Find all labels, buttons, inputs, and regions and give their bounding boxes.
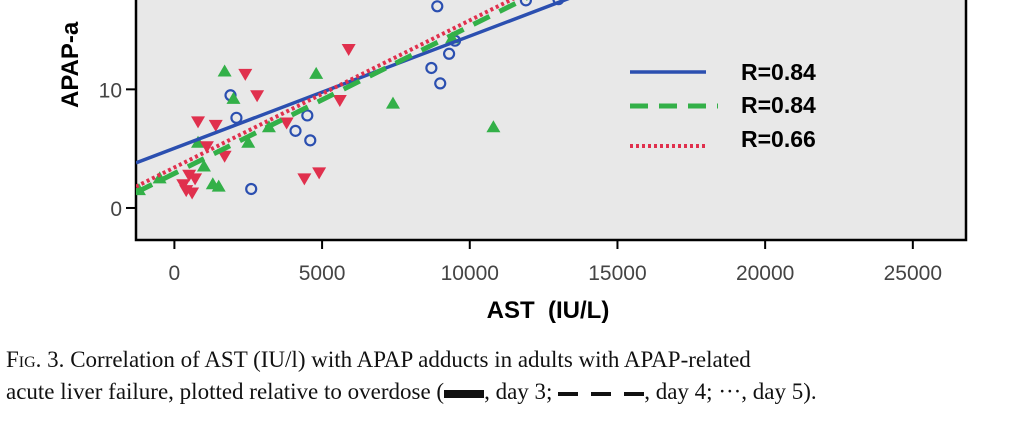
data-point-triangle-down xyxy=(312,167,327,180)
data-point-circle xyxy=(301,109,314,122)
data-point-triangle-down xyxy=(182,169,197,182)
data-point-triangle-down xyxy=(332,95,347,108)
data-point-circle xyxy=(230,111,243,124)
data-point-triangle xyxy=(309,66,324,79)
caption-line-1: Fig. 3. Correlation of AST (IU/l) with A… xyxy=(6,344,1022,376)
data-point-circle xyxy=(304,134,317,147)
data-point-circle xyxy=(442,47,456,60)
caption-day4: , day 4; xyxy=(644,379,713,404)
data-point-triangle-down xyxy=(199,141,214,154)
data-point-triangle xyxy=(196,159,211,172)
x-tick-label: 15000 xyxy=(588,262,646,285)
y-axis-title: APAP-a xyxy=(57,21,84,108)
x-tick-label: 25000 xyxy=(884,262,942,285)
data-point-triangle xyxy=(486,120,501,133)
fit-line-dashed xyxy=(136,0,529,195)
x-tick-label: 10000 xyxy=(441,262,499,285)
data-point-triangle xyxy=(385,96,400,109)
data-point-circle xyxy=(519,0,532,7)
legend: R=0.84 R=0.84 R=0.66 xyxy=(630,59,816,152)
plot-layer xyxy=(136,0,570,200)
data-point-triangle-down xyxy=(250,90,265,103)
legend-label-1: R=0.84 xyxy=(741,59,816,85)
y-tick-label: 10 xyxy=(99,79,122,102)
data-point-triangle-down xyxy=(217,150,232,163)
data-point-triangle-down xyxy=(185,187,200,200)
data-point-triangle-down xyxy=(208,119,223,132)
day5-dotted-line-symbol: ··· xyxy=(718,379,742,404)
fit-line-solid xyxy=(136,0,570,165)
caption-day5: , day 5). xyxy=(741,379,817,404)
figure-label: Fig. 3. xyxy=(6,347,65,372)
data-point-triangle-down xyxy=(341,44,356,57)
day4-dashed-line-symbol xyxy=(558,391,645,396)
data-point-circle xyxy=(431,0,444,13)
caption-day3: , day 3; xyxy=(484,379,553,404)
figure-caption: Fig. 3. Correlation of AST (IU/l) with A… xyxy=(6,344,1022,408)
plot-area xyxy=(134,0,968,242)
caption-line-2: acute liver failure, plotted relative to… xyxy=(6,376,1022,408)
legend-label-2: R=0.84 xyxy=(741,92,816,118)
day3-solid-line-symbol xyxy=(444,389,485,398)
fit-line-dotted xyxy=(136,0,516,189)
data-point-triangle-down xyxy=(279,117,294,130)
x-tick-label: 20000 xyxy=(736,262,794,285)
data-point-circle xyxy=(245,182,258,196)
data-point-circle xyxy=(425,61,438,75)
y-tick-label: 0 xyxy=(110,198,122,221)
data-point-circle xyxy=(289,124,302,137)
data-point-triangle xyxy=(217,64,232,77)
x-axis-title: AST (IU/L) xyxy=(487,297,610,324)
data-point-triangle xyxy=(226,91,241,104)
data-point-triangle xyxy=(241,135,256,148)
legend-label-3: R=0.66 xyxy=(741,126,816,152)
data-point-triangle-down xyxy=(188,173,203,186)
data-point-triangle xyxy=(191,135,206,148)
data-point-triangle-down xyxy=(297,173,312,186)
x-tick-label: 5000 xyxy=(299,262,346,285)
caption-text-1: Correlation of AST (IU/l) with APAP addu… xyxy=(70,347,751,372)
x-tick-label: 0 xyxy=(169,262,181,285)
marks-group xyxy=(136,0,570,200)
ticks-group: 0 5000 10000 15000 20000 25000 0 10 xyxy=(99,79,942,285)
data-point-triangle-down xyxy=(238,68,253,81)
data-point-triangle xyxy=(211,179,226,192)
caption-text-2: acute liver failure, plotted relative to… xyxy=(6,379,445,404)
data-point-triangle-down xyxy=(191,116,206,129)
data-point-circle xyxy=(434,77,447,90)
